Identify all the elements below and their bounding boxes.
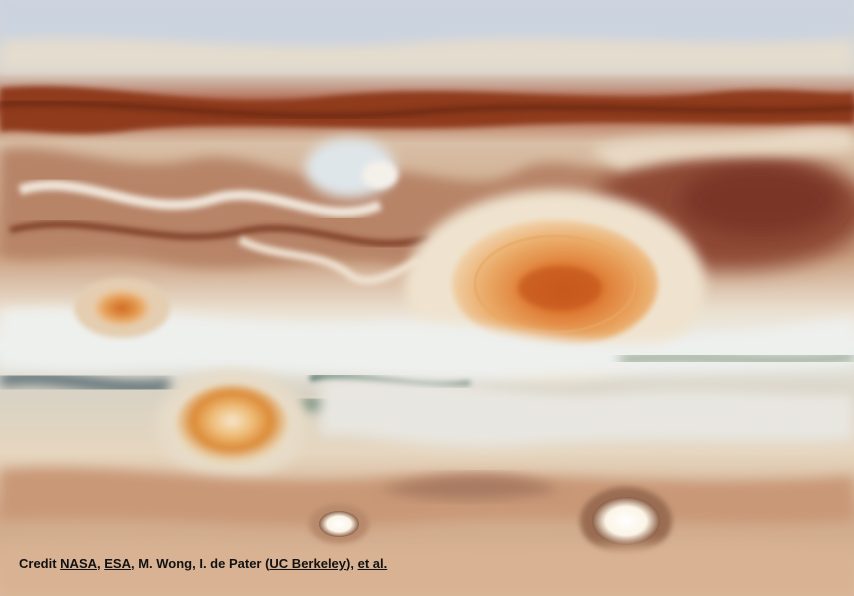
- credit-separator-2: ),: [346, 556, 358, 571]
- image-credit: Credit NASA, ESA, M. Wong, I. de Pater (…: [19, 556, 387, 571]
- et-al-link[interactable]: et al.: [357, 556, 388, 571]
- credit-prefix: Credit: [19, 556, 61, 571]
- credit-separator: ,: [97, 556, 105, 571]
- nasa-link[interactable]: NASA: [60, 556, 98, 571]
- credit-people: , M. Wong, I. de Pater (: [130, 556, 270, 571]
- uc-berkeley-link[interactable]: UC Berkeley: [269, 556, 347, 571]
- esa-link[interactable]: ESA: [104, 556, 131, 571]
